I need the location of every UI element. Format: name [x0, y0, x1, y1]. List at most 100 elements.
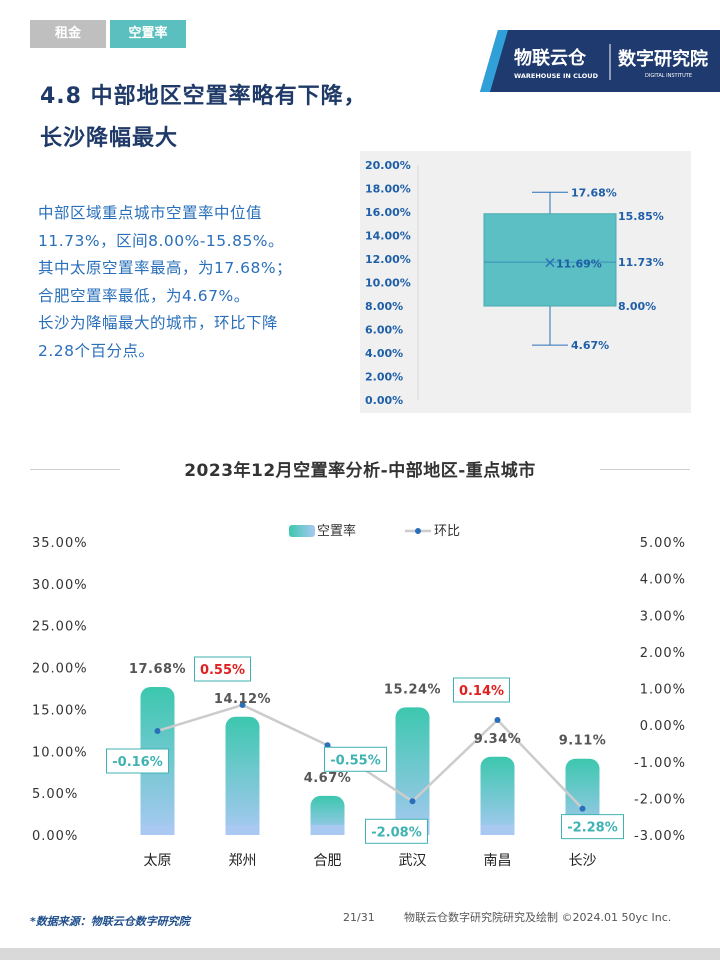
legend-swatch-vacancy — [289, 525, 315, 537]
box-y-tick-label: 4.00% — [365, 347, 403, 360]
box-q1-label: 8.00% — [618, 300, 656, 313]
box-q3-label: 15.85% — [618, 210, 664, 223]
x-category-label: 合肥 — [314, 853, 342, 869]
logo-text-cn: 物联云仓 — [514, 47, 587, 69]
x-category-label: 南昌 — [484, 853, 512, 869]
mom-label-box — [453, 677, 510, 703]
mom-marker — [239, 701, 246, 708]
right-y-tick-label: -2.00% — [634, 792, 686, 807]
summary-line: 11.73%，区间8.00%-15.85%。 — [38, 231, 285, 250]
summary-text: 中部区域重点城市空置率中位值 11.73%，区间8.00%-15.85%。 其中… — [38, 200, 348, 365]
right-y-tick-label: 2.00% — [640, 646, 686, 661]
mom-marker — [154, 727, 161, 734]
x-category-label: 长沙 — [569, 853, 597, 869]
page-title-line1: 4.8 中部地区空置率略有下降， — [40, 84, 367, 109]
box-median-label: 11.73% — [618, 256, 664, 269]
mom-marker — [409, 798, 416, 805]
main-chart-title: 2023年12月空置率分析-中部地区-重点城市 — [184, 461, 536, 481]
box-y-tick-label: 2.00% — [365, 371, 403, 384]
divider-right — [600, 469, 690, 470]
mom-value-label: -2.28% — [567, 821, 618, 836]
summary-line: 长沙为降幅最大的城市，环比下降 — [38, 314, 279, 332]
footer-credit: 物联云仓数字研究院研究及绘制 ©2024.01 50yc Inc. — [404, 911, 672, 924]
box-min-label: 4.67% — [571, 339, 609, 352]
box-iqr — [483, 213, 617, 307]
box-plot-chart: 20.00% 18.00% 16.00% 14.00% 12.00% 10.00% 8.00… — [365, 159, 664, 407]
mom-label-box — [365, 818, 428, 844]
bottom-bar — [0, 948, 720, 960]
left-y-tick-label: 25.00% — [32, 620, 88, 635]
right-y-tick-label: 4.00% — [640, 573, 686, 588]
bar-vacancy-base — [310, 825, 345, 835]
mom-marker — [324, 742, 331, 749]
left-y-tick-label: 35.00% — [32, 536, 88, 551]
mom-label-box — [324, 746, 387, 772]
mom-value-label: -0.55% — [330, 753, 381, 768]
bar-value-label: 14.12% — [214, 692, 271, 707]
bar-vacancy-base — [140, 825, 175, 835]
bar-value-label: 17.68% — [129, 662, 186, 677]
left-y-tick-label: 0.00% — [32, 829, 78, 844]
mom-marker — [494, 716, 501, 723]
legend-label-mom: 环比 — [434, 524, 460, 539]
mom-label-box — [561, 814, 624, 840]
institute-text-en: DIGITAL INSTITUTE — [645, 73, 692, 79]
summary-line: 2.28个百分点。 — [38, 341, 155, 360]
mom-label-box — [106, 748, 169, 774]
divider-left — [30, 469, 120, 470]
box-y-tick-label: 6.00% — [365, 324, 403, 337]
right-y-tick-label: 1.00% — [640, 683, 686, 698]
page-title-line2: 长沙降幅最大 — [40, 126, 179, 151]
right-y-tick-label: 5.00% — [640, 536, 686, 551]
summary-line: 中部区域重点城市空置率中位值 — [38, 204, 263, 222]
mom-value-label: -0.16% — [112, 755, 163, 770]
left-y-tick-label: 15.00% — [32, 703, 88, 718]
summary-line: 合肥空置率最低，为4.67%。 — [38, 286, 250, 305]
bar-value-label: 15.24% — [384, 682, 441, 697]
box-plot-panel: 20.00% 18.00% 16.00% 14.00% 12.00% 10.00% 8.00… — [360, 151, 691, 413]
brand-logo: 物联云仓 WAREHOUSE IN CLOUD 数字研究院 DIGITAL IN… — [480, 30, 720, 92]
legend-label-vacancy: 空置率 — [317, 523, 356, 539]
bar-value-label: 9.34% — [474, 732, 522, 747]
tab-vacancy[interactable]: 空置率 — [110, 20, 186, 48]
summary-line: 其中太原空置率最高，为17.68%； — [38, 259, 293, 277]
logo-text-en: WAREHOUSE IN CLOUD — [514, 72, 599, 80]
bar-vacancy-base — [225, 825, 260, 835]
box-y-tick-label: 12.00% — [365, 253, 411, 266]
left-y-tick-label: 10.00% — [32, 745, 88, 760]
tab-rent[interactable]: 租金 — [30, 20, 106, 48]
bar-line-chart-area: 35.00% 30.00% 25.00% 20.00% 15.00% 10.00% 5.00… — [0, 515, 720, 875]
bar-vacancy — [225, 716, 260, 835]
box-y-tick-label: 0.00% — [365, 394, 403, 407]
box-max-label: 17.68% — [571, 186, 617, 199]
data-source: *数据来源：物联云仓数字研究院 — [30, 915, 190, 928]
box-y-tick-label: 18.00% — [365, 183, 411, 196]
box-mean-label: 11.69% — [556, 258, 602, 271]
right-y-tick-label: 0.00% — [640, 719, 686, 734]
mom-value-label: 0.14% — [459, 684, 504, 699]
mom-line — [157, 703, 584, 810]
institute-text-cn: 数字研究院 — [618, 48, 708, 70]
right-y-tick-label: 3.00% — [640, 609, 686, 624]
mom-marker — [579, 805, 586, 812]
bar-vacancy — [480, 756, 515, 835]
right-y-tick-label: -1.00% — [634, 756, 686, 771]
bar-value-label: 4.67% — [304, 771, 352, 786]
x-category-label: 郑州 — [229, 853, 257, 869]
page-number: 21/31 — [343, 911, 375, 924]
right-y-tick-label: -3.00% — [634, 829, 686, 844]
mom-value-label: 0.55% — [200, 663, 245, 678]
left-y-tick-label: 20.00% — [32, 662, 88, 677]
bar-vacancy-base — [480, 825, 515, 835]
left-y-tick-label: 30.00% — [32, 578, 88, 593]
bar-line-chart: 35.00% 30.00% 25.00% 20.00% 15.00% 10.00% 5.00… — [32, 523, 686, 869]
box-y-tick-label: 14.00% — [365, 230, 411, 243]
box-y-tick-label: 10.00% — [365, 277, 411, 290]
mom-label-box — [194, 656, 251, 682]
box-y-tick-label: 16.00% — [365, 206, 411, 219]
bar-vacancy — [395, 707, 430, 835]
box-mean-marker — [545, 258, 555, 268]
mom-value-label: -2.08% — [371, 825, 422, 840]
bar-value-label: 9.11% — [559, 734, 607, 749]
box-y-tick-label: 8.00% — [365, 300, 403, 313]
